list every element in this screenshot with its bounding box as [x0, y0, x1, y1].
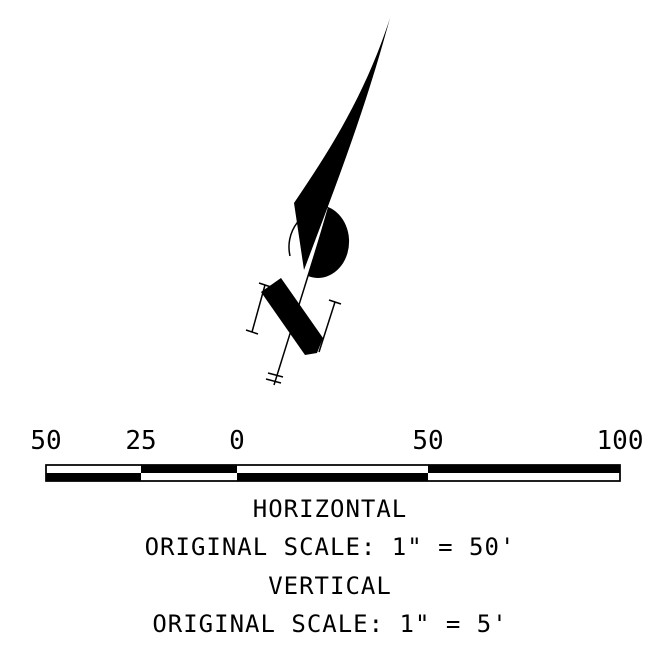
scale-tick-label-100: 100 [597, 426, 644, 456]
scale-bar-segment-3 [237, 473, 428, 481]
north-arrow-right-bar [318, 301, 336, 353]
north-arrow-axis-line [273, 214, 328, 386]
scale-bar-labels: 50 25 0 50 100 [30, 426, 643, 456]
horizontal-title: HORIZONTAL [253, 495, 408, 523]
scale-bar-segment-1 [46, 473, 141, 481]
scale-tick-label-0: 0 [229, 426, 245, 456]
north-arrow-tail-hatch-2 [265, 378, 282, 384]
scale-tick-label-50-left: 50 [30, 426, 61, 456]
scale-bar-segment-4 [428, 465, 620, 473]
scale-bar-segment-2 [141, 465, 237, 473]
north-arrow-needle-icon [294, 18, 390, 270]
vertical-title: VERTICAL [268, 572, 392, 600]
north-arrow-arc-icon [288, 206, 329, 257]
scale-bar-border [45, 464, 621, 482]
scale-bar [45, 464, 621, 482]
north-arrow-tail-hatch-1 [267, 372, 284, 378]
vertical-scale-text: ORIGINAL SCALE: 1" = 5' [152, 610, 507, 638]
north-arrow-left-bar [251, 284, 266, 333]
north-arrow-right-serif-top [328, 299, 342, 305]
north-arrow-half-disc-icon [308, 207, 350, 278]
north-arrow [245, 18, 390, 386]
horizontal-scale-text: ORIGINAL SCALE: 1" = 50' [145, 533, 516, 561]
north-arrow-left-serif-top [258, 282, 272, 288]
scale-captions: HORIZONTAL ORIGINAL SCALE: 1" = 50' VERT… [145, 495, 516, 638]
north-arrow-left-serif-bottom [245, 329, 259, 335]
north-arrow-bold-stroke-icon [261, 278, 323, 355]
scale-tick-label-25: 25 [125, 426, 156, 456]
scale-tick-label-50-right: 50 [412, 426, 443, 456]
